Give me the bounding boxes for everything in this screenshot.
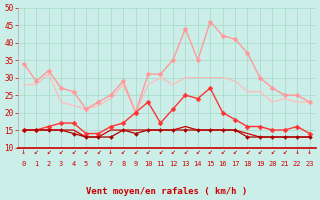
Text: ↙: ↙ <box>46 148 51 156</box>
Text: ↙: ↙ <box>84 148 88 156</box>
Text: ↙: ↙ <box>171 148 175 156</box>
Text: ↙: ↙ <box>282 148 287 156</box>
Text: ↙: ↙ <box>146 148 151 156</box>
Text: ↓: ↓ <box>108 148 113 156</box>
Text: ↙: ↙ <box>195 148 200 156</box>
Text: ↙: ↙ <box>121 148 126 156</box>
Text: ↙: ↙ <box>96 148 101 156</box>
Text: ↙: ↙ <box>233 148 237 156</box>
Text: ↙: ↙ <box>71 148 76 156</box>
Text: ↙: ↙ <box>245 148 250 156</box>
Text: ↙: ↙ <box>257 148 262 156</box>
X-axis label: Vent moyen/en rafales ( km/h ): Vent moyen/en rafales ( km/h ) <box>86 187 247 196</box>
Text: ↓: ↓ <box>307 148 312 156</box>
Text: ↙: ↙ <box>133 148 138 156</box>
Text: ↙: ↙ <box>59 148 64 156</box>
Text: ↙: ↙ <box>220 148 225 156</box>
Text: ↙: ↙ <box>183 148 188 156</box>
Text: ↓: ↓ <box>21 148 26 156</box>
Text: ↓: ↓ <box>295 148 300 156</box>
Text: ↙: ↙ <box>34 148 39 156</box>
Text: ↙: ↙ <box>158 148 163 156</box>
Text: ↙: ↙ <box>208 148 213 156</box>
Text: ↙: ↙ <box>270 148 275 156</box>
